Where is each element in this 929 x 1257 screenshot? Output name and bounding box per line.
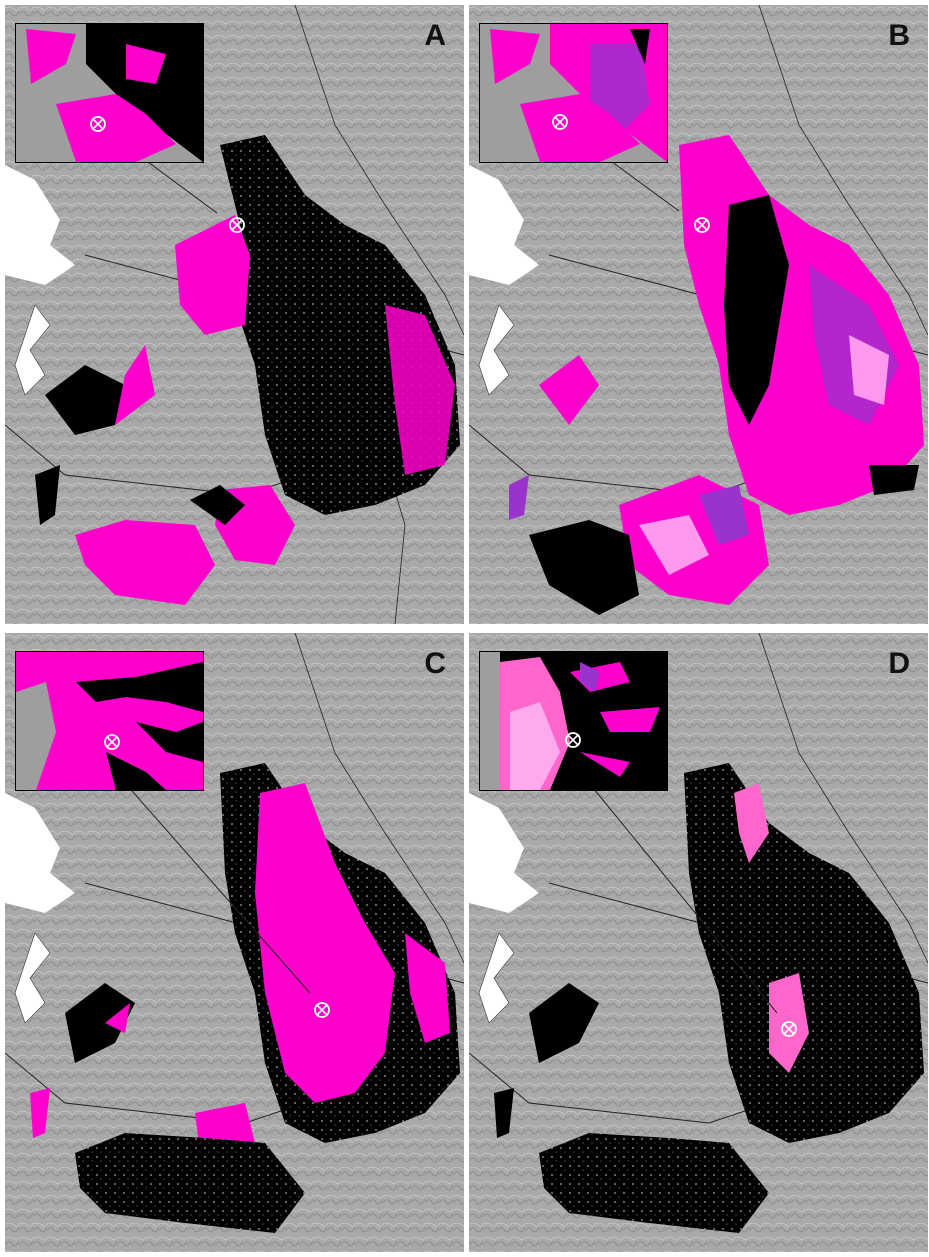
habitat-black: [45, 365, 125, 435]
terrain-map: [5, 5, 464, 624]
habitat-primary: [75, 520, 215, 605]
zoom-inset: [15, 651, 204, 791]
habitat-secondary: [699, 485, 749, 545]
island: [478, 304, 515, 396]
habitat-primary: [769, 973, 809, 1073]
circle-x-icon: [552, 114, 568, 130]
map-panel-b: B: [469, 5, 928, 624]
circle-x-icon: [781, 1021, 797, 1037]
habitat-black: [539, 1133, 769, 1233]
habitat-primary: [539, 355, 599, 425]
water-body: [5, 165, 75, 285]
habitat-black: [529, 983, 599, 1063]
habitat-black: [684, 763, 924, 1143]
habitat-black: [724, 195, 789, 425]
habitat-primary: [105, 1003, 130, 1033]
island: [478, 932, 515, 1024]
boundary-line: [469, 1052, 770, 1124]
boundary-line: [758, 633, 928, 964]
habitat-primary: [30, 1088, 50, 1138]
habitat-primary: [385, 305, 455, 475]
habitat-black: [529, 520, 639, 615]
circle-x-icon: [694, 217, 710, 233]
zoom-inset: [479, 651, 668, 791]
panel-label: D: [888, 647, 910, 680]
habitat-tertiary: [849, 335, 889, 405]
water-body: [469, 793, 539, 913]
map-panel-a: A: [5, 5, 464, 624]
zoom-inset: [479, 23, 668, 163]
habitat-black: [494, 1088, 514, 1138]
circle-x-icon: [229, 217, 245, 233]
habitat-primary: [734, 783, 769, 863]
boundary-line: [294, 5, 464, 336]
habitat-secondary: [509, 475, 529, 520]
inset-leader-line: [124, 782, 311, 994]
boundary-line: [758, 5, 928, 336]
habitat-black: [65, 983, 135, 1063]
panel-label: C: [424, 647, 446, 680]
zoom-inset: [15, 23, 204, 163]
water-body: [469, 165, 539, 285]
circle-x-icon: [104, 734, 120, 750]
habitat-primary: [405, 933, 450, 1043]
panel-label: A: [424, 19, 446, 52]
boundary-line: [5, 1052, 306, 1124]
map-panel-c: C: [5, 633, 464, 1252]
habitat-primary: [255, 783, 395, 1103]
circle-x-icon: [90, 116, 106, 132]
island: [14, 304, 51, 396]
habitat-primary: [115, 345, 155, 425]
panel-label: B: [888, 19, 910, 52]
boundary-line: [294, 633, 464, 964]
circle-x-icon: [565, 732, 581, 748]
circle-x-icon: [314, 1002, 330, 1018]
habitat-black: [869, 465, 919, 495]
island: [14, 932, 51, 1024]
terrain-map: [469, 633, 928, 1252]
inset-leader-line: [588, 782, 778, 1014]
habitat-primary: [175, 215, 250, 335]
habitat-tertiary: [639, 515, 709, 575]
habitat-black: [75, 1133, 305, 1233]
water-body: [5, 793, 75, 913]
map-panel-d: D: [469, 633, 928, 1252]
habitat-black: [35, 465, 60, 525]
habitat-black: [190, 485, 245, 525]
